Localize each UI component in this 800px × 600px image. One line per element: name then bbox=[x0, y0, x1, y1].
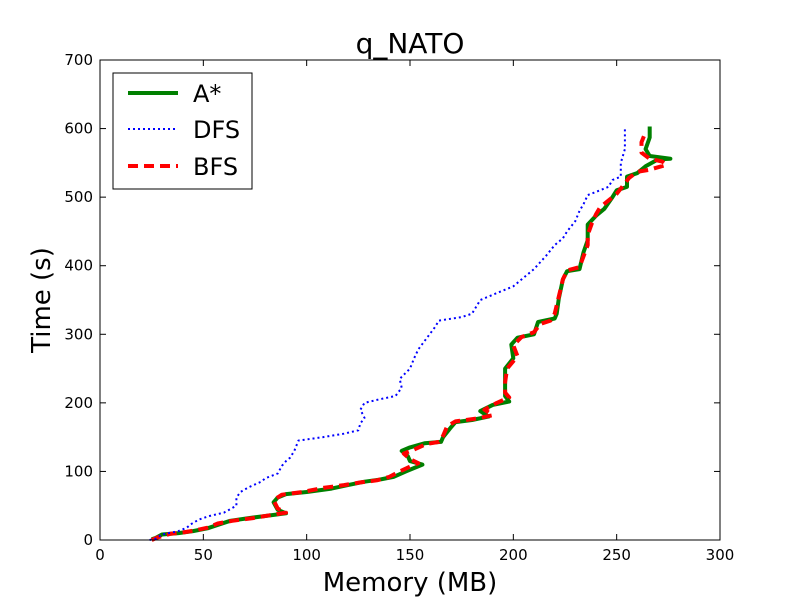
y-tick-label: 500 bbox=[64, 188, 93, 206]
y-tick-label: 200 bbox=[64, 394, 93, 412]
x-axis-label: Memory (MB) bbox=[323, 568, 498, 598]
legend-label-bfs: BFS bbox=[193, 153, 238, 181]
x-tick-label: 200 bbox=[499, 546, 528, 564]
y-tick-label: 0 bbox=[83, 531, 93, 549]
y-tick-label: 600 bbox=[64, 120, 93, 138]
x-tick-label: 100 bbox=[292, 546, 321, 564]
x-tick-label: 50 bbox=[194, 546, 213, 564]
series-line-dfs bbox=[149, 128, 626, 541]
x-tick-label: 300 bbox=[706, 546, 735, 564]
chart-title: q_NATO bbox=[356, 27, 465, 60]
y-tick-label: 100 bbox=[64, 462, 93, 480]
tick-layer: 0 50 100 150 200 250 300 0 100 200 300 400 500 600 700 bbox=[64, 51, 734, 564]
y-tick-label: 700 bbox=[64, 51, 93, 69]
y-tick-label: 400 bbox=[64, 257, 93, 275]
legend-label-astar: A* bbox=[193, 80, 221, 108]
y-axis-label: Time (s) bbox=[27, 247, 57, 354]
x-tick-label: 0 bbox=[95, 546, 105, 564]
x-tick-label: 250 bbox=[602, 546, 631, 564]
x-tick-label: 150 bbox=[396, 546, 425, 564]
legend-label-dfs: DFS bbox=[193, 116, 240, 144]
y-tick-label: 300 bbox=[64, 325, 93, 343]
legend: A* DFS BFS bbox=[112, 72, 253, 190]
series-line-bfs bbox=[150, 131, 669, 542]
series-layer bbox=[149, 126, 673, 542]
